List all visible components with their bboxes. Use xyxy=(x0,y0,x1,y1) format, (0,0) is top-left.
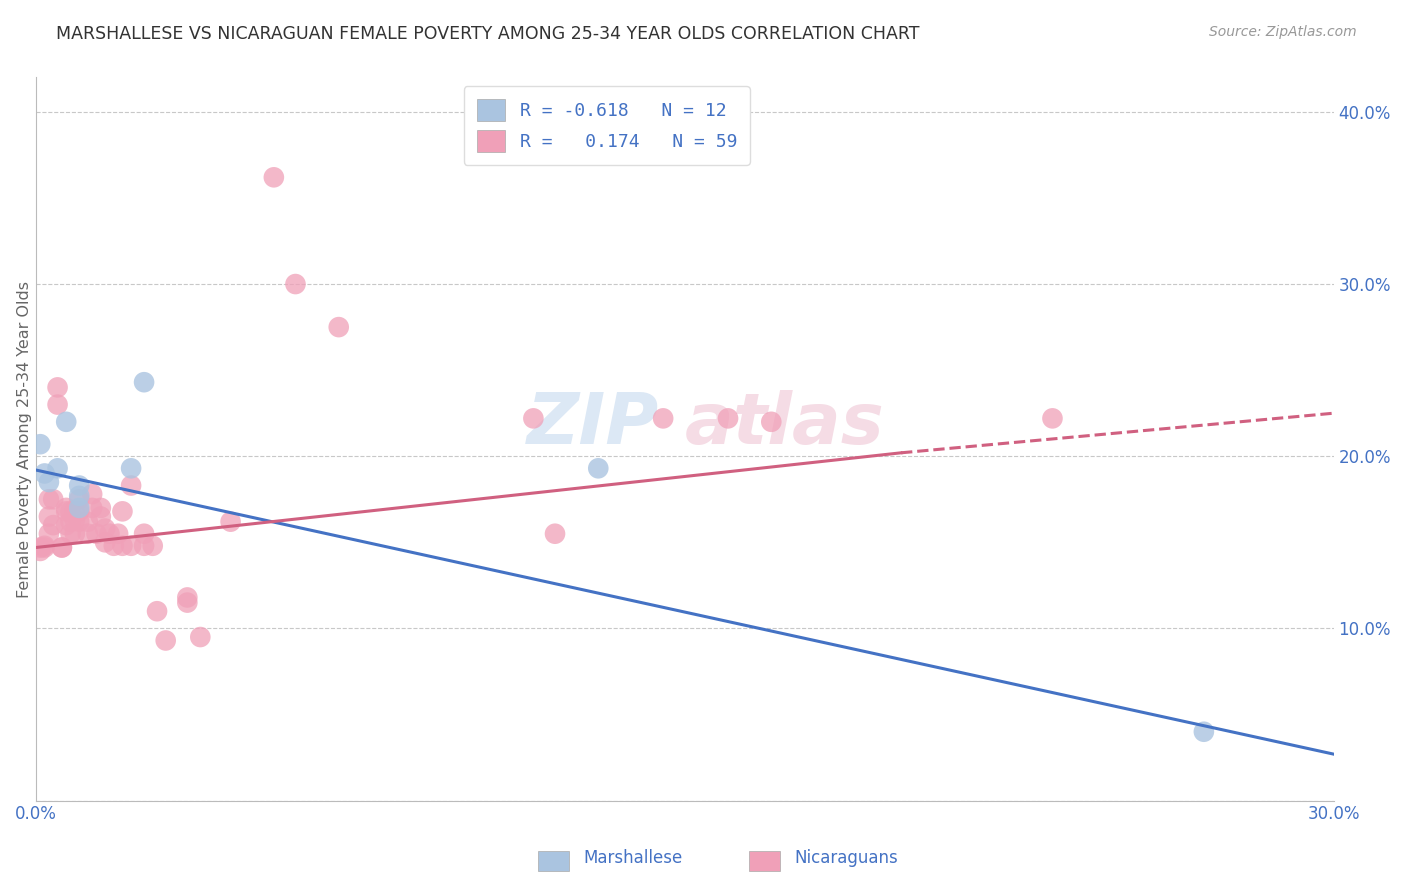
Point xyxy=(38,492,60,507)
Point xyxy=(63,526,86,541)
Point xyxy=(46,461,69,475)
Point xyxy=(55,415,77,429)
Point xyxy=(263,170,285,185)
Text: Nicaraguans: Nicaraguans xyxy=(794,849,898,867)
Text: Marshallese: Marshallese xyxy=(583,849,683,867)
Point xyxy=(38,526,60,541)
Point xyxy=(132,375,155,389)
Point xyxy=(103,539,125,553)
Y-axis label: Female Poverty Among 25-34 Year Olds: Female Poverty Among 25-34 Year Olds xyxy=(17,280,32,598)
Point xyxy=(107,526,129,541)
Point xyxy=(120,461,142,475)
Point xyxy=(86,526,108,541)
Point xyxy=(544,526,567,541)
Point xyxy=(34,539,56,553)
Point xyxy=(94,522,117,536)
Point xyxy=(76,515,98,529)
Point xyxy=(1042,411,1064,425)
Point xyxy=(94,535,117,549)
Point xyxy=(30,437,52,451)
Point xyxy=(328,320,350,334)
Point xyxy=(59,526,82,541)
Point xyxy=(132,526,155,541)
Point xyxy=(652,411,675,425)
Point xyxy=(219,515,242,529)
Point xyxy=(67,500,90,515)
Point xyxy=(67,515,90,529)
Point xyxy=(761,415,783,429)
Point xyxy=(59,515,82,529)
Point xyxy=(34,541,56,555)
Point xyxy=(46,380,69,394)
Point xyxy=(111,504,134,518)
Point xyxy=(132,539,155,553)
Legend: R = -0.618   N = 12, R =   0.174   N = 59: R = -0.618 N = 12, R = 0.174 N = 59 xyxy=(464,87,749,165)
Point xyxy=(111,539,134,553)
Text: atlas: atlas xyxy=(685,390,884,459)
Point xyxy=(1192,724,1215,739)
Point xyxy=(76,526,98,541)
Point xyxy=(63,504,86,518)
Point xyxy=(46,398,69,412)
Point xyxy=(90,509,112,524)
Point xyxy=(42,492,65,507)
Point xyxy=(30,541,52,555)
Point xyxy=(67,504,90,518)
Point xyxy=(717,411,740,425)
Point xyxy=(67,492,90,507)
Point xyxy=(51,541,73,555)
Point xyxy=(188,630,211,644)
Point xyxy=(55,518,77,533)
Point xyxy=(51,541,73,555)
Point xyxy=(30,544,52,558)
Point xyxy=(176,596,198,610)
Point xyxy=(98,526,121,541)
Text: ZIP: ZIP xyxy=(527,390,659,459)
Point xyxy=(42,518,65,533)
Point xyxy=(82,487,104,501)
Point xyxy=(90,500,112,515)
Point xyxy=(67,478,90,492)
Point xyxy=(82,500,104,515)
Point xyxy=(120,539,142,553)
Point xyxy=(67,489,90,503)
Point xyxy=(176,591,198,605)
Point xyxy=(146,604,169,618)
Point xyxy=(120,478,142,492)
Point xyxy=(522,411,544,425)
Point xyxy=(55,504,77,518)
Point xyxy=(588,461,610,475)
Point xyxy=(63,513,86,527)
Point xyxy=(38,509,60,524)
Point xyxy=(155,633,177,648)
Point xyxy=(142,539,165,553)
Text: Source: ZipAtlas.com: Source: ZipAtlas.com xyxy=(1209,25,1357,39)
Point xyxy=(55,500,77,515)
Point xyxy=(38,475,60,489)
Text: MARSHALLESE VS NICARAGUAN FEMALE POVERTY AMONG 25-34 YEAR OLDS CORRELATION CHART: MARSHALLESE VS NICARAGUAN FEMALE POVERTY… xyxy=(56,25,920,43)
Point xyxy=(284,277,307,291)
Point xyxy=(59,504,82,518)
Point xyxy=(34,467,56,481)
